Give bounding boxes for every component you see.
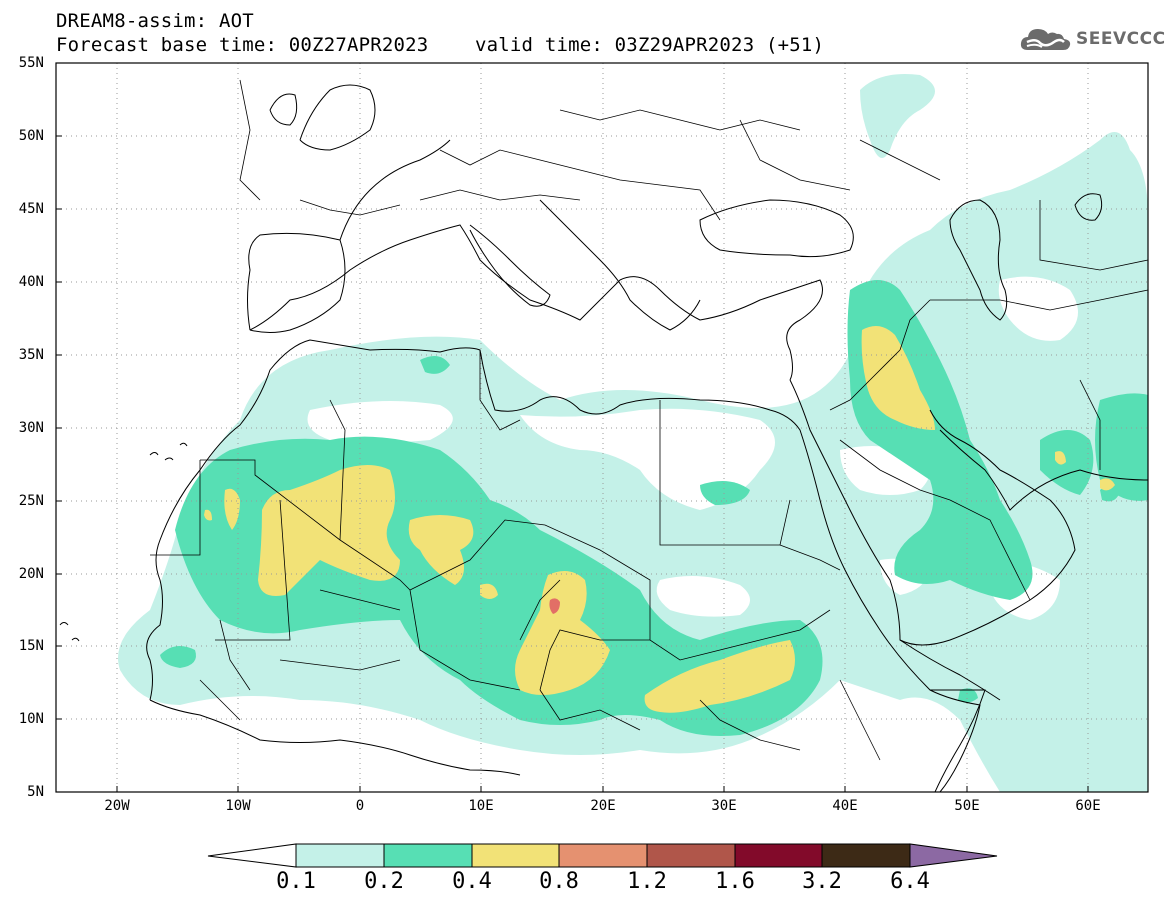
colorbar-segment-lower-extend xyxy=(207,843,297,868)
seevccc-logo: SEEVCCC xyxy=(1018,24,1165,54)
colorbar-segment xyxy=(821,843,911,868)
lat-label-5n: 5N xyxy=(27,784,44,800)
lon-label-60e: 60E xyxy=(1075,798,1101,814)
axis-ticks xyxy=(56,62,1089,792)
colorbar-label: 3.2 xyxy=(802,869,842,894)
lon-label-40e: 40E xyxy=(832,798,858,814)
lon-label-50e: 50E xyxy=(954,798,980,814)
lat-label-50n: 50N xyxy=(18,128,44,144)
colorbar-segment xyxy=(734,843,823,868)
forecast-time-line: Forecast base time: 00Z27APR2023 valid t… xyxy=(56,34,825,56)
colorbar xyxy=(207,843,998,868)
lon-label-0: 0 xyxy=(355,798,365,814)
colorbar-segment xyxy=(471,843,560,868)
colorbar-segment xyxy=(383,843,473,868)
colorbar-label: 0.4 xyxy=(452,869,492,894)
lat-label-45n: 45N xyxy=(18,201,44,217)
colorbar-segment-upper-extend xyxy=(909,843,998,868)
aot-field-high xyxy=(204,326,1115,713)
lat-label-15n: 15N xyxy=(18,638,44,654)
lon-label-30e: 30E xyxy=(711,798,737,814)
lat-label-20n: 20N xyxy=(18,566,44,582)
colorbar-label: 0.2 xyxy=(364,869,404,894)
colorbar-segment xyxy=(295,843,385,868)
map-title: DREAM8-assim: AOT xyxy=(56,10,254,32)
colorbar-segment xyxy=(558,843,648,868)
colorbar-label: 1.6 xyxy=(715,869,755,894)
lat-label-40n: 40N xyxy=(18,274,44,290)
lat-label-55n: 55N xyxy=(18,55,44,71)
logo-text: SEEVCCC xyxy=(1076,29,1165,49)
cloud-icon xyxy=(1020,29,1071,50)
graticule xyxy=(56,63,1148,792)
colorbar-label: 0.1 xyxy=(276,869,316,894)
country-borders xyxy=(150,79,1148,761)
lat-label-30n: 30N xyxy=(18,420,44,436)
colorbar-label: 0.8 xyxy=(539,869,579,894)
colorbar-label: 1.2 xyxy=(627,869,667,894)
aot-field-peak xyxy=(549,598,560,614)
aot-field xyxy=(118,74,1148,792)
colorbar-segment xyxy=(646,843,736,868)
coastlines xyxy=(59,84,1148,792)
lat-label-35n: 35N xyxy=(18,347,44,363)
lon-label-10e: 10E xyxy=(468,798,494,814)
colorbar-label: 6.4 xyxy=(890,869,930,894)
lon-label-20w: 20W xyxy=(104,798,130,814)
lat-label-10n: 10N xyxy=(18,711,44,727)
lat-label-25n: 25N xyxy=(18,493,44,509)
lon-label-10w: 10W xyxy=(225,798,251,814)
lon-label-20e: 20E xyxy=(590,798,616,814)
